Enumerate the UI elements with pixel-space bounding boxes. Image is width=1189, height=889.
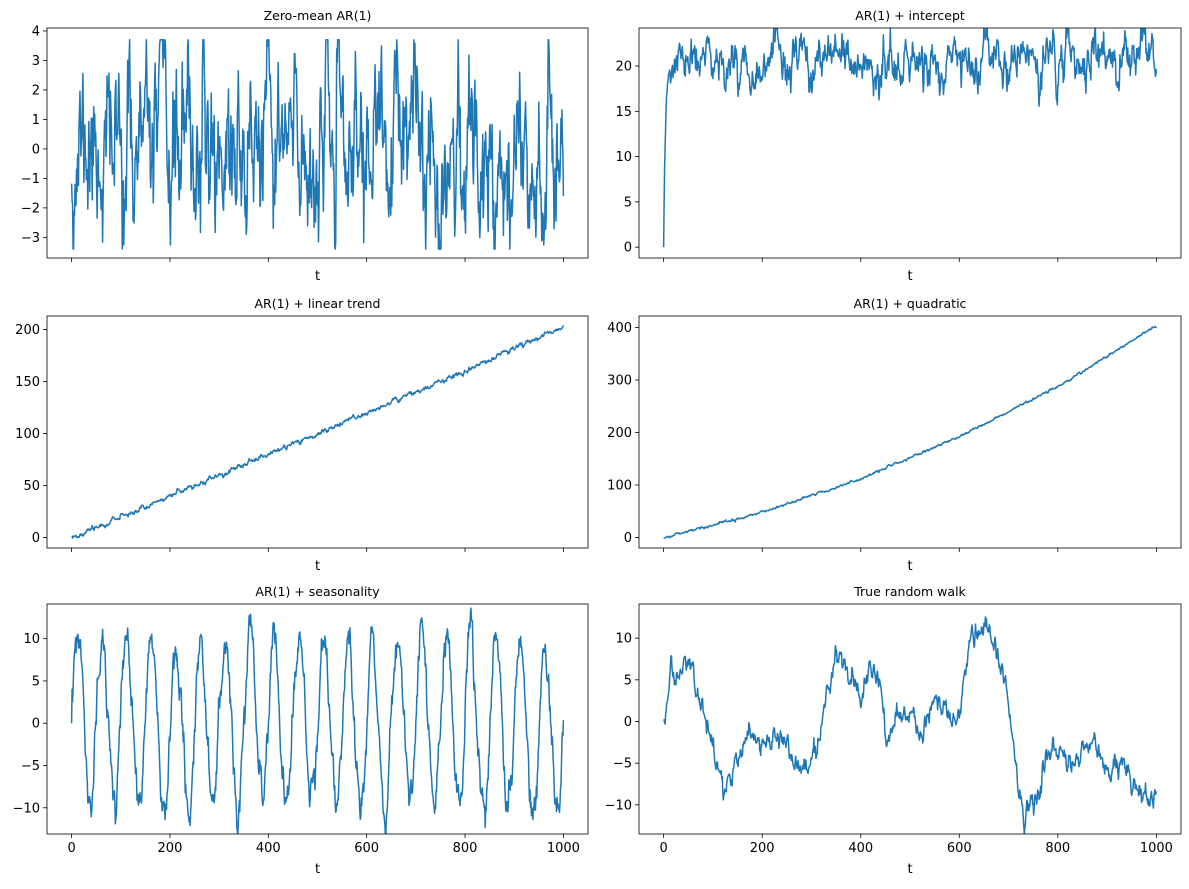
x-axis-label: t — [315, 862, 320, 877]
series-line — [663, 325, 1157, 539]
y-tick-label: 4 — [32, 24, 40, 39]
series-line — [70, 607, 565, 834]
y-tick-label: 3 — [32, 54, 40, 69]
y-tick-label: −5 — [21, 759, 40, 774]
axes-frame — [638, 27, 1182, 259]
y-tick-label: 200 — [15, 323, 40, 338]
y-tick-label: 300 — [607, 374, 632, 389]
y-tick-label: 5 — [624, 195, 632, 210]
y-tick-label: 0 — [624, 241, 632, 256]
subplot-4: 0 100 200 300 400 AR(1) + quadratic t — [607, 296, 1182, 574]
y-tick-label: 0 — [32, 142, 40, 157]
x-tick-label: 1000 — [547, 841, 580, 856]
y-tick-label: 0 — [32, 531, 40, 546]
y-tick-label: 200 — [607, 426, 632, 441]
x-axis-label: t — [907, 269, 912, 284]
subplot-title: AR(1) + seasonality — [255, 584, 380, 599]
x-tick-label: 200 — [750, 841, 775, 856]
x-axis-label: t — [907, 862, 912, 877]
series-line — [662, 28, 1158, 248]
y-tick-label: −3 — [21, 231, 40, 246]
y-tick-label: 20 — [615, 60, 632, 75]
y-tick-label: 10 — [615, 632, 632, 647]
subplot-title: AR(1) + linear trend — [254, 296, 380, 311]
subplot-2: 0 5 10 15 20 AR(1) + intercept t — [615, 8, 1182, 284]
x-tick-label: 800 — [453, 841, 478, 856]
axes-frame — [638, 603, 1182, 835]
y-tick-label: 150 — [15, 375, 40, 390]
series-line — [71, 325, 565, 539]
x-tick-label: 0 — [659, 841, 667, 856]
y-tick-label: 5 — [32, 674, 40, 689]
subplot-6: 0 200 400 600 800 1000 −10 −5 0 5 10 True random wa… — [605, 584, 1182, 877]
subplot-title: True random walk — [853, 584, 966, 599]
y-tick-label: −1 — [21, 172, 40, 187]
axes-frame — [638, 315, 1182, 549]
series-line — [663, 616, 1158, 834]
subplot-title: AR(1) + intercept — [855, 8, 965, 23]
axes-frame — [46, 27, 589, 259]
axes-frame — [46, 603, 589, 835]
y-tick-label: −10 — [13, 801, 40, 816]
x-axis-label: t — [315, 559, 320, 574]
y-tick-label: 400 — [607, 321, 632, 336]
y-tick-label: −2 — [21, 201, 40, 216]
x-tick-label: 400 — [256, 841, 281, 856]
subplot-3: 0 50 100 150 200 AR(1) + linear trend t — [15, 296, 589, 574]
y-tick-label: 0 — [624, 531, 632, 546]
subplot-title: AR(1) + quadratic — [854, 296, 967, 311]
x-tick-label: 600 — [947, 841, 972, 856]
y-tick-label: 0 — [32, 717, 40, 732]
y-tick-label: 1 — [32, 113, 40, 128]
y-tick-label: 10 — [23, 632, 40, 647]
y-tick-label: 5 — [624, 673, 632, 688]
y-tick-label: −5 — [613, 757, 632, 772]
subplot-5: 0 200 400 600 800 1000 −10 −5 0 5 10 AR(1) + season… — [13, 584, 589, 877]
y-tick-label: 50 — [23, 479, 40, 494]
x-tick-label: 200 — [158, 841, 183, 856]
y-tick-label: 10 — [615, 150, 632, 165]
y-tick-label: 2 — [32, 83, 40, 98]
series-line — [70, 39, 565, 250]
subplot-title: Zero-mean AR(1) — [264, 8, 372, 23]
y-tick-label: 100 — [15, 427, 40, 442]
x-tick-label: 1000 — [1140, 841, 1173, 856]
axes-frame — [46, 315, 589, 549]
x-tick-label: 400 — [848, 841, 873, 856]
x-tick-label: 800 — [1045, 841, 1070, 856]
x-tick-label: 600 — [354, 841, 379, 856]
y-tick-label: 15 — [615, 105, 632, 120]
y-tick-label: 0 — [624, 715, 632, 730]
subplot-1: −3 −2 −1 0 1 2 3 4 Zero-mean AR(1) t — [21, 8, 589, 284]
x-axis-label: t — [907, 559, 912, 574]
y-tick-label: −10 — [605, 798, 632, 813]
x-tick-label: 0 — [67, 841, 75, 856]
x-axis-label: t — [315, 269, 320, 284]
y-tick-label: 100 — [607, 479, 632, 494]
